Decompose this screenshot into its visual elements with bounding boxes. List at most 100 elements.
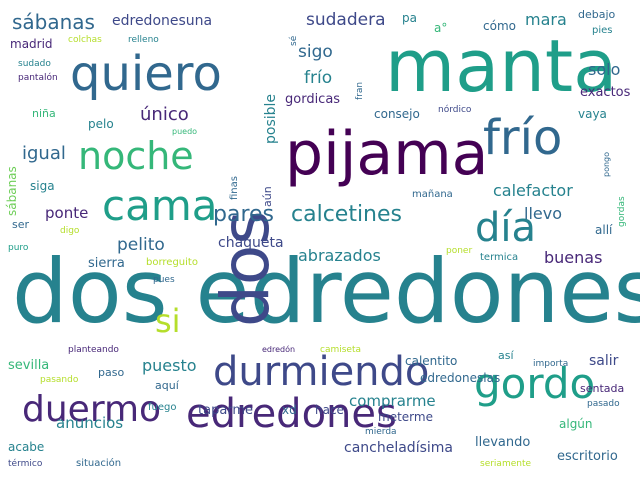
word-calentito: calentito	[405, 354, 458, 368]
word-pies: pies	[592, 25, 613, 36]
word-calefactor: calefactor	[493, 181, 573, 200]
word-algun: algún	[559, 417, 593, 431]
word-pues: pues	[153, 275, 175, 285]
word-mara: mara	[525, 10, 567, 29]
word-gordo: gordo	[474, 359, 596, 408]
word-edredones: edredones	[186, 391, 397, 437]
word-se: sé	[289, 35, 299, 46]
word-salir: salir	[589, 353, 619, 369]
word-pelo: pelo	[88, 117, 114, 131]
word-termico: térmico	[8, 459, 43, 469]
word-unico: único	[140, 104, 189, 125]
word-sudadera: sudadera	[306, 10, 386, 30]
word-taparme: taparme	[198, 403, 254, 418]
word-duermo: duermo	[22, 389, 162, 430]
word-igual: igual	[22, 143, 66, 164]
word-sigo: sigo	[298, 42, 333, 62]
word-hace: hace	[315, 403, 344, 417]
word-borreguito: borreguito	[146, 257, 198, 268]
word-sevilla: sevilla	[8, 358, 50, 373]
word-chaqueta: chaqueta	[218, 235, 284, 251]
word-solo: solo	[588, 60, 621, 79]
word-aqui: aquí	[155, 379, 179, 392]
word-asi: así	[498, 349, 514, 362]
word-sierra: sierra	[88, 256, 125, 271]
word-frio-small: frío	[304, 68, 333, 88]
word-nina: niña	[32, 107, 56, 120]
word-edredonesuna: edredonesuna	[112, 13, 213, 29]
word-llevando: llevando	[475, 435, 531, 450]
word-llevo: llevo	[524, 204, 562, 223]
word-pasando: pasando	[40, 375, 79, 385]
word-sabanas: sábanas	[12, 10, 95, 34]
word-pasado: pasado	[587, 399, 620, 409]
word-manta: manta	[385, 24, 618, 108]
word-durmiendo: durmiendo	[213, 349, 430, 395]
word-pantalon: pantalón	[18, 73, 58, 83]
word-quiero: quiero	[70, 46, 222, 102]
word-mierda: mierda	[365, 427, 397, 437]
word-sudado: sudado	[18, 59, 51, 69]
word-dos-vertical: dos	[207, 210, 284, 327]
word-sabanas-vertical: sábanas	[5, 166, 19, 216]
word-nordico: nórdico	[438, 105, 472, 115]
word-finas: finas	[229, 176, 240, 200]
word-edredoneslas: edredoneslas	[420, 371, 501, 385]
word-calcetines: calcetines	[291, 202, 402, 227]
word-ser: ser	[12, 218, 30, 231]
word-noche: noche	[78, 134, 194, 178]
word-importa: importa	[533, 359, 569, 369]
word-poner: poner	[446, 246, 473, 256]
word-pares: pares	[213, 202, 275, 227]
word-consejo: consejo	[374, 107, 420, 121]
word-seriamente: seriamente	[480, 459, 532, 469]
word-paso: paso	[98, 366, 125, 379]
word-aun: aún	[261, 186, 274, 207]
word-debajo: debajo	[578, 8, 616, 21]
word-alli: allí	[595, 223, 613, 237]
word-gordicas: gordicas	[285, 92, 341, 107]
word-abrazados: abrazados	[298, 246, 381, 265]
word-ao: a°	[434, 21, 448, 35]
word-planteando: planteando	[68, 345, 119, 355]
word-puro: puro	[8, 243, 29, 253]
word-puedo: puedo	[172, 127, 198, 136]
word-xd: xd	[282, 403, 297, 417]
word-digo: digo	[60, 226, 80, 236]
word-si: si	[155, 302, 181, 340]
word-cama: cama	[102, 181, 218, 230]
word-posible: posible	[263, 93, 279, 144]
word-como: cómo	[483, 19, 516, 33]
word-fran: fran	[355, 81, 365, 100]
word-puesto: puesto	[142, 356, 197, 375]
word-frio-large: frío	[483, 110, 563, 166]
word-pelito: pelito	[117, 235, 165, 255]
word-dia: día	[475, 205, 537, 251]
word-termica: termica	[480, 252, 519, 263]
word-fuego: fuego	[148, 402, 177, 413]
word-buenas: buenas	[544, 248, 603, 267]
word-madrid: madrid	[10, 37, 53, 51]
word-siga: siga	[30, 179, 55, 193]
word-relleno: relleno	[128, 35, 159, 45]
word-anuncios: anuncios	[56, 414, 124, 432]
word-exactos: exactos	[580, 85, 631, 100]
word-pongo: pongo	[602, 151, 611, 177]
word-comprarme: comprarme	[349, 392, 436, 410]
word-manana: mañana	[412, 189, 453, 200]
word-pijama: pijama	[285, 119, 489, 189]
word-acabe: acabe	[8, 440, 45, 454]
word-colchas: colchas	[68, 35, 102, 45]
word-situacion: situación	[76, 458, 122, 469]
word-meterme: meterme	[378, 410, 433, 424]
word-edredon: edredón	[262, 345, 296, 354]
word-gordas: gordas	[617, 196, 627, 227]
word-pa: pa	[402, 11, 417, 25]
word-dos-edredones: dos edredones	[12, 240, 640, 343]
word-ponte: ponte	[45, 204, 89, 222]
word-canceladisima: cancheladísima	[344, 440, 453, 456]
word-escritorio: escritorio	[557, 449, 618, 464]
word-vaya: vaya	[578, 107, 607, 121]
word-camiseta: camiseta	[320, 345, 362, 355]
